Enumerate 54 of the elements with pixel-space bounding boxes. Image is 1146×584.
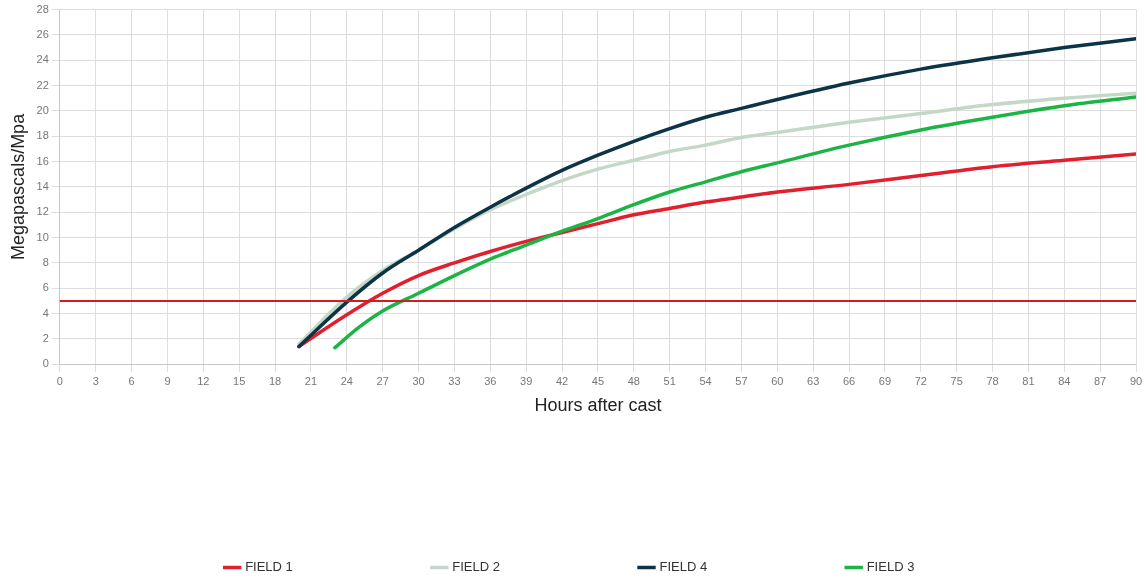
- x-tick-label: 66: [842, 374, 856, 387]
- x-tick-label: 75: [950, 374, 963, 387]
- x-tick-label: 84: [1058, 374, 1071, 387]
- legend-label: FIELD 3: [866, 559, 915, 575]
- y-tick-label: 24: [36, 53, 49, 66]
- y-tick-label: 18: [36, 129, 49, 142]
- x-tick-label: 24: [340, 374, 353, 387]
- x-tick-label: 51: [663, 374, 676, 387]
- y-tick-label: 12: [36, 205, 49, 218]
- x-tick-label: 54: [699, 374, 712, 387]
- x-tick-label: 9: [164, 374, 171, 387]
- x-tick-label: 15: [233, 374, 246, 387]
- x-tick-label: 87: [1094, 374, 1107, 387]
- x-tick-label: 81: [1022, 374, 1035, 387]
- line-series: [297, 152, 1136, 349]
- x-tick-label: 18: [268, 374, 282, 387]
- x-tick-label: 12: [197, 374, 210, 387]
- x-axis-title: Hours after cast: [534, 395, 662, 416]
- y-tick-label: 4: [42, 306, 49, 319]
- y-tick-label: 22: [36, 78, 49, 91]
- y-tick-label: 6: [42, 281, 49, 294]
- y-tick-label: 14: [36, 179, 49, 192]
- y-tick-label: 16: [36, 154, 49, 167]
- y-tick-label: 8: [42, 255, 49, 268]
- x-tick-label: 63: [807, 374, 820, 387]
- x-tick-label: 57: [735, 374, 748, 387]
- y-tick-label: 26: [36, 27, 49, 40]
- x-tick-label: 6: [128, 374, 135, 387]
- x-tick-label: 27: [376, 374, 389, 387]
- y-axis-title: Megapascals/Mpa: [7, 112, 28, 260]
- line-series: [297, 36, 1136, 349]
- x-tick-label: 21: [304, 374, 318, 387]
- x-tick-label: 39: [520, 374, 533, 387]
- y-tick-label: 20: [36, 103, 49, 116]
- x-tick-label: 78: [986, 374, 999, 387]
- x-tick-label: 0: [56, 374, 63, 387]
- x-tick-label: 42: [555, 374, 569, 387]
- y-tick-label: 0: [42, 357, 49, 370]
- y-tick-label: 10: [36, 230, 49, 243]
- x-tick-label: 60: [771, 374, 784, 387]
- x-tick-label: 33: [448, 374, 461, 387]
- x-tick-label: 69: [878, 374, 892, 387]
- x-tick-label: 30: [412, 374, 425, 387]
- x-tick-label: 90: [1129, 374, 1143, 387]
- y-tick-label: 28: [36, 2, 49, 15]
- x-tick-label: 3: [92, 374, 99, 387]
- x-tick-label: 72: [914, 374, 927, 387]
- legend-label: FIELD 4: [659, 559, 708, 575]
- x-tick-label: 45: [591, 374, 605, 387]
- legend-label: FIELD 1: [245, 559, 293, 575]
- x-tick-label: 48: [627, 374, 640, 387]
- y-tick-label: 2: [42, 331, 49, 344]
- x-tick-label: 36: [484, 374, 497, 387]
- legend-label: FIELD 2: [452, 559, 500, 575]
